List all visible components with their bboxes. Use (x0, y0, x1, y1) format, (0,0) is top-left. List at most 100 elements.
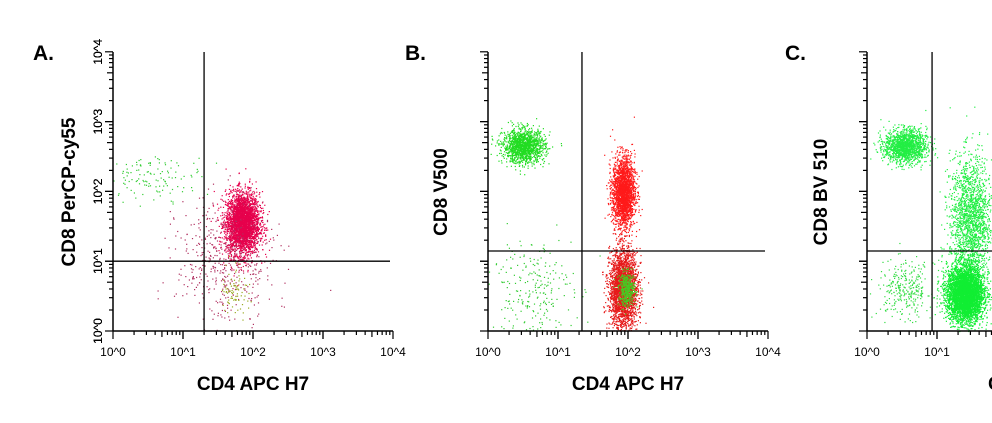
data-point (214, 269, 216, 271)
data-point (222, 221, 224, 224)
data-point (498, 139, 500, 141)
data-point (208, 257, 210, 259)
data-point (235, 236, 237, 238)
data-point (536, 118, 538, 120)
data-point (240, 256, 242, 259)
data-point (249, 200, 251, 202)
data-point (240, 204, 242, 206)
data-point (230, 297, 232, 299)
data-point (227, 216, 229, 218)
data-point (260, 224, 262, 226)
data-point (146, 181, 148, 183)
data-point (259, 216, 262, 219)
data-point (238, 256, 241, 258)
data-point (504, 139, 506, 141)
data-point (276, 234, 278, 236)
x-axis-title: CD4 APC H7 (197, 374, 309, 395)
data-point (194, 289, 196, 291)
data-point (260, 270, 262, 272)
data-point (229, 208, 232, 210)
data-point (248, 201, 250, 203)
data-point (539, 157, 541, 159)
data-point (206, 218, 208, 220)
data-point (560, 143, 562, 145)
data-point (229, 239, 231, 242)
data-point (248, 215, 251, 217)
data-point (255, 202, 257, 204)
data-point (241, 251, 243, 253)
data-point (255, 220, 257, 222)
data-point (543, 162, 545, 164)
data-point (184, 239, 186, 241)
data-point (221, 289, 224, 291)
data-point (239, 198, 241, 200)
data-point (247, 236, 249, 238)
data-point (201, 239, 203, 241)
data-point (222, 227, 224, 229)
data-point (256, 224, 258, 226)
data-point (231, 222, 233, 224)
data-point (256, 213, 258, 215)
data-point (199, 221, 202, 224)
data-point (225, 224, 227, 226)
data-point (231, 268, 233, 270)
data-point (163, 179, 165, 181)
data-point (228, 236, 230, 238)
data-point (191, 282, 193, 284)
data-point (254, 218, 256, 220)
data-point (228, 193, 230, 195)
data-point (519, 128, 521, 130)
data-point (226, 237, 228, 239)
data-point (533, 164, 535, 166)
data-point (236, 249, 238, 252)
data-point (254, 208, 256, 210)
data-point (254, 227, 256, 229)
data-point (257, 228, 259, 231)
data-point (206, 275, 208, 277)
data-point (263, 224, 265, 226)
data-point (231, 240, 233, 242)
data-point (249, 283, 251, 286)
data-point (251, 292, 253, 294)
data-point (233, 258, 235, 260)
data-point (256, 239, 258, 241)
data-point (249, 318, 251, 320)
data-point (249, 222, 251, 224)
data-point (154, 156, 156, 158)
data-point (235, 246, 237, 248)
data-point (256, 216, 258, 218)
data-point (155, 186, 157, 188)
data-point (252, 208, 254, 210)
data-point (242, 249, 244, 251)
data-point (259, 204, 261, 207)
data-point (234, 213, 236, 216)
data-point (238, 206, 240, 208)
data-point (241, 200, 243, 202)
data-point (145, 184, 148, 186)
data-point (136, 164, 138, 166)
data-point (225, 297, 227, 299)
data-point (230, 241, 232, 243)
data-point (230, 203, 232, 205)
data-point (259, 232, 261, 234)
data-point (229, 249, 231, 251)
data-point (250, 251, 252, 253)
data-point (253, 237, 255, 239)
data-point (195, 266, 197, 268)
data-point (254, 244, 256, 246)
data-point (233, 228, 235, 230)
data-point (260, 232, 262, 234)
data-point (235, 191, 238, 193)
data-point (248, 187, 250, 189)
data-point (226, 204, 228, 206)
data-point (264, 223, 266, 225)
data-point (130, 172, 132, 174)
data-point (235, 220, 238, 222)
data-point (236, 195, 238, 197)
data-point (197, 170, 199, 172)
data-point (246, 254, 248, 256)
data-point (258, 237, 260, 240)
data-point (264, 239, 266, 241)
data-point (237, 245, 239, 248)
data-point (250, 221, 252, 223)
